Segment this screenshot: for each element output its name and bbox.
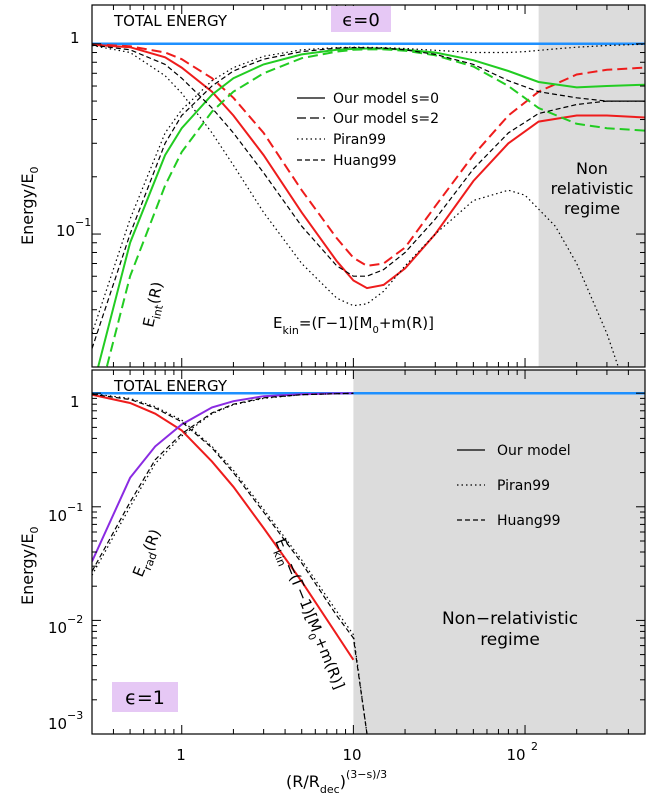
legend-label: Huang99 <box>497 513 561 529</box>
top-ytick-label: −1 <box>75 216 91 229</box>
bottom-panel: TOTAL ENERGY Our model Piran99 Huang99 N… <box>18 369 646 735</box>
bottom-ytick-label: −3 <box>67 709 83 722</box>
top-shade-text-line1: Non <box>576 159 608 178</box>
legend-label: Our model <box>497 443 571 459</box>
bottom-series-kin-piran99 <box>92 393 368 734</box>
bottom-shade-text-line1: Non−relativistic <box>442 609 578 629</box>
xtick-label-100-base: 10 <box>506 746 525 764</box>
top-nonrel-shade <box>538 5 645 367</box>
top-plot-frame <box>91 4 646 368</box>
bottom-series-kin-our-model <box>92 393 355 661</box>
legend-label: Huang99 <box>333 153 397 169</box>
legend-label: Our model s=2 <box>333 111 439 127</box>
top-shade-text-line2: relativistic <box>551 179 634 198</box>
top-ylabel: Energy/E0 <box>18 166 41 245</box>
top-series-kin-our-model-s-2 <box>92 43 645 267</box>
bottom-ytick-label: −2 <box>67 613 83 626</box>
top-eint-annotation: Eint(R) <box>139 280 170 330</box>
bottom-shade-text-line2: regime <box>480 630 540 650</box>
xtick-label-10: 10 <box>342 746 361 764</box>
top-epsilon-badge-bg <box>331 6 391 32</box>
top-shade-text-line3: regime <box>564 199 620 218</box>
xtick-label-100-exp: 2 <box>531 740 538 753</box>
bottom-series-kin-huang99 <box>92 393 368 734</box>
top-series-kin-our-model-s-0 <box>92 43 645 290</box>
legend-label: Our model s=0 <box>333 91 439 107</box>
bottom-series-rad-our-model <box>92 392 354 562</box>
top-epsilon-badge: ϵ=0 <box>342 10 380 31</box>
bottom-nonrel-shade <box>353 370 645 734</box>
bottom-ytick-label: 10 <box>48 715 67 733</box>
bottom-total-energy-label: TOTAL ENERGY <box>113 377 228 395</box>
top-series-int-huang99 <box>92 46 645 349</box>
bottom-ytick-label: −1 <box>67 501 83 514</box>
top-total-energy-label: TOTAL ENERGY <box>113 12 228 30</box>
bottom-ylabel: Energy/E0 <box>18 526 41 605</box>
bottom-erad-annotation: Erad(R) <box>129 527 168 581</box>
bottom-ytick-label: 1 <box>70 393 80 411</box>
x-axis: 1 10 10 2 (R/Rdec)(3−s)/3 <box>176 740 538 796</box>
xtick-label-1: 1 <box>176 746 186 764</box>
bottom-curves <box>92 391 645 734</box>
bottom-series-rad-piran99 <box>92 392 354 576</box>
bottom-ytick-label: 10 <box>48 619 67 637</box>
top-ytick-label: 10 <box>56 222 75 240</box>
legend-label: Piran99 <box>497 478 550 494</box>
bottom-epsilon-badge: ϵ=1 <box>125 687 165 709</box>
top-series-kin-piran99 <box>92 44 619 367</box>
bottom-series-rad-huang99 <box>92 392 354 572</box>
top-legend: Our model s=0 Our model s=2 Piran99 Huan… <box>297 91 439 169</box>
bottom-legend: Our model Piran99 Huang99 <box>457 443 571 529</box>
top-panel: TOTAL ENERGY ϵ=0 Our model s=0 Our model… <box>18 4 646 368</box>
top-curves <box>92 42 645 367</box>
bottom-ekin-annotation: Ekin=(Γ−1)[M0+m(R)] <box>267 536 349 694</box>
x-axis-label: (R/Rdec)(3−s)/3 <box>286 768 387 796</box>
top-ytick-label: 1 <box>70 29 80 47</box>
top-series-int-our-model-s-2 <box>105 48 645 367</box>
legend-label: Piran99 <box>333 132 386 148</box>
bottom-ytick-label: 10 <box>48 507 67 525</box>
bottom-epsilon-badge-bg <box>112 682 178 712</box>
top-series-kin-huang99 <box>92 44 645 277</box>
bottom-plot-frame <box>91 369 646 735</box>
top-ekin-annotation: Ekin=(Γ−1)[M0+m(R)] <box>273 314 434 337</box>
